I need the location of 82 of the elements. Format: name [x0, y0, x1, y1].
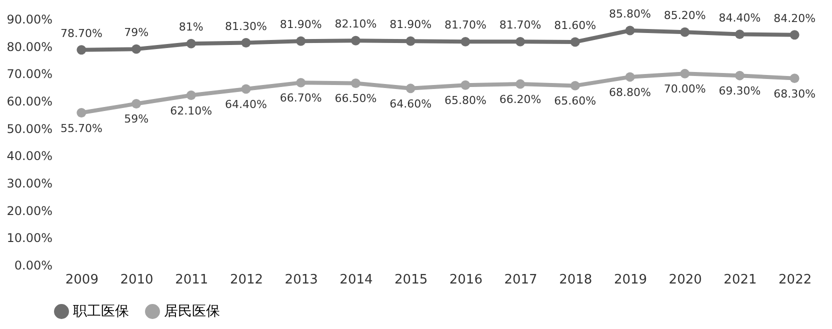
data-label: 68.30%	[774, 87, 816, 100]
point	[680, 68, 690, 78]
point	[186, 38, 196, 48]
data-label: 85.20%	[664, 9, 706, 22]
data-label: 81.30%	[225, 20, 267, 33]
point	[241, 84, 251, 94]
data-label: 84.40%	[718, 11, 761, 24]
x-tick-label: 2019	[614, 272, 648, 288]
data-label: 79%	[124, 26, 149, 40]
point	[625, 72, 635, 82]
data-label: 64.60%	[390, 97, 432, 110]
data-label: 81.70%	[444, 18, 486, 32]
data-label: 84.20%	[774, 12, 816, 25]
point	[296, 36, 306, 46]
point	[406, 84, 416, 94]
x-tick-label: 2021	[724, 272, 757, 288]
data-label: 65.80%	[444, 94, 486, 108]
point	[460, 80, 470, 90]
y-tick-label: 80.00%	[6, 40, 52, 54]
point	[296, 78, 306, 88]
point	[186, 90, 196, 100]
y-tick-label: 10.00%	[6, 231, 52, 246]
point	[516, 79, 526, 89]
point	[516, 36, 526, 46]
x-tick-label: 2014	[340, 272, 373, 288]
data-label: 59%	[124, 112, 149, 126]
point	[680, 27, 690, 37]
legend-label: 职工医保	[73, 304, 129, 320]
point	[350, 36, 360, 46]
x-tick-label: 2022	[778, 272, 812, 288]
point	[570, 80, 580, 90]
data-label: 66.20%	[499, 93, 542, 106]
x-tick-label: 2015	[394, 272, 428, 288]
data-label: 81.70%	[499, 18, 542, 32]
y-tick-label: 0.00%	[14, 258, 52, 272]
data-label: 70.00%	[664, 82, 706, 96]
point	[406, 36, 416, 46]
y-tick-label: 90.00%	[6, 12, 52, 26]
data-label: 66.50%	[334, 92, 377, 106]
data-label: 69.30%	[718, 84, 761, 98]
y-tick-label: 70.00%	[6, 67, 52, 82]
x-tick-label: 2010	[120, 272, 154, 288]
x-tick-label: 2013	[284, 272, 318, 288]
x-tick-label: 2012	[230, 272, 264, 288]
x-tick-label: 2016	[449, 272, 482, 288]
point	[790, 74, 800, 84]
y-tick-label: 50.00%	[6, 122, 52, 136]
y-tick-label: 20.00%	[6, 204, 52, 218]
x-tick-label: 2009	[65, 272, 98, 288]
x-tick-label: 2020	[668, 272, 702, 288]
legend-label: 居民医保	[164, 304, 220, 320]
data-label: 65.60%	[554, 94, 596, 108]
point	[570, 37, 580, 47]
point	[241, 38, 251, 48]
point	[734, 70, 744, 80]
x-tick-label: 2011	[175, 272, 208, 288]
data-label: 64.40%	[225, 98, 267, 111]
point	[625, 26, 635, 36]
point	[460, 36, 470, 46]
data-label: 81.90%	[280, 18, 322, 32]
x-tick-label: 2018	[559, 272, 592, 288]
y-tick-label: 60.00%	[6, 94, 52, 108]
data-label: 85.80%	[609, 7, 651, 20]
data-label: 82.10%	[334, 18, 377, 31]
point	[76, 108, 86, 118]
data-label: 78.70%	[60, 26, 102, 40]
y-tick-label: 30.00%	[6, 176, 52, 190]
point	[132, 44, 142, 54]
x-tick-label: 2017	[504, 272, 538, 288]
data-label: 62.10%	[170, 104, 212, 118]
data-label: 81.60%	[554, 18, 596, 32]
point	[76, 45, 86, 55]
point	[350, 78, 360, 88]
point	[790, 30, 800, 40]
data-label: 66.70%	[280, 92, 322, 105]
data-label: 55.70%	[60, 122, 102, 135]
y-tick-label: 40.00%	[6, 149, 52, 164]
point	[132, 99, 142, 108]
data-label: 81.90%	[390, 18, 432, 32]
data-label: 81%	[178, 20, 204, 34]
point	[734, 30, 744, 40]
data-label: 68.80%	[609, 86, 651, 99]
